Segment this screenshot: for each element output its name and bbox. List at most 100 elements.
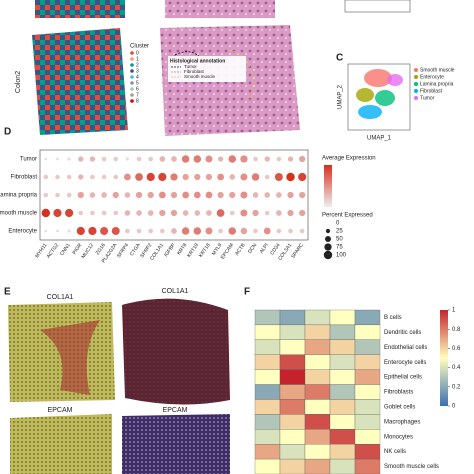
legend-box: [168, 56, 246, 82]
dot: [136, 156, 142, 162]
dot: [193, 155, 202, 163]
dot: [158, 191, 166, 199]
heatmap-cell: [354, 324, 381, 340]
dot: [76, 226, 85, 236]
dot: [90, 174, 95, 180]
dot: [274, 173, 283, 181]
dot: [205, 155, 213, 163]
dot: [170, 173, 178, 181]
heatmap-cell: [354, 309, 381, 326]
dot: [171, 156, 177, 162]
image-title: EPCAM: [48, 407, 73, 414]
heatmap-cell: [279, 354, 306, 370]
dot: [253, 156, 258, 162]
heatmap-cell: [279, 324, 306, 340]
size-legend-label: 25: [336, 229, 343, 235]
umap-frame: [344, 0, 411, 13]
heatmap-cell: [329, 369, 356, 385]
size-legend-label: 100: [336, 253, 347, 259]
dot: [264, 192, 271, 198]
legend-swatch: [130, 75, 134, 79]
heatmap-cell: [304, 384, 331, 400]
row-label: Fibroblast: [11, 175, 38, 181]
heatmap-cell: [254, 309, 281, 326]
heatmap-cell: [354, 444, 381, 460]
dot: [276, 192, 282, 198]
heatmap-cell: [304, 458, 331, 474]
dot: [286, 172, 295, 182]
dot: [136, 228, 142, 234]
dot: [252, 192, 259, 198]
colorbar: [440, 310, 448, 406]
gene-label: ALPI: [259, 242, 270, 254]
dot: [229, 191, 236, 199]
row-label: Macrophages: [384, 419, 420, 425]
row-label: Monocytes: [384, 434, 413, 440]
dot: [299, 228, 305, 234]
dot: [158, 172, 167, 182]
legend-swatch: [414, 96, 418, 100]
spatial-image: [122, 414, 230, 474]
heatmap-cell: [329, 339, 356, 355]
gene-label: SFRP4: [116, 242, 130, 259]
dot: [182, 173, 189, 181]
size-legend-label: 0: [336, 221, 340, 227]
heatmap-cell: [279, 384, 306, 400]
gene-label: SPARC: [290, 242, 305, 260]
spatial-cluster-image: [32, 28, 128, 135]
heatmap-cell: [304, 354, 331, 370]
dot: [216, 209, 225, 217]
heatmap-cell: [329, 399, 356, 415]
heatmap-cell: [279, 399, 306, 415]
legend-label: Lamina propria: [420, 81, 454, 87]
heatmap-cell: [354, 354, 381, 370]
heatmap-cell: [304, 369, 331, 385]
size-legend-label: 75: [336, 245, 343, 251]
legend-title: Average Expression: [322, 156, 376, 162]
legend-swatch: [130, 99, 134, 103]
dot: [41, 208, 51, 218]
umap-cluster: [364, 69, 392, 87]
dot: [43, 174, 49, 180]
dot: [135, 191, 143, 199]
image-title: EPCAM: [163, 407, 188, 414]
heatmap-cell: [254, 399, 281, 415]
size-legend-dot: [325, 236, 331, 242]
dot: [125, 228, 130, 234]
heatmap-cell: [279, 458, 306, 474]
dot: [124, 210, 131, 216]
dot: [240, 191, 248, 199]
size-legend-dot: [323, 250, 333, 260]
legend-swatch: [414, 82, 418, 86]
legend-label: 1: [136, 56, 139, 62]
legend-swatch: [130, 69, 134, 73]
dot: [160, 228, 165, 234]
dot: [218, 228, 223, 234]
heatmap-cell: [329, 324, 356, 340]
dot: [264, 210, 270, 216]
x-axis-label: UMAP_1: [367, 136, 392, 142]
dot: [111, 227, 120, 235]
legend-swatch: [130, 87, 134, 91]
colorbar: [324, 165, 332, 207]
legend-title: Histological annotation: [170, 58, 225, 64]
heatmap-cell: [304, 309, 331, 326]
heatmap-cell: [254, 354, 281, 370]
row-label: Enterocyte: [8, 229, 37, 235]
legend-label: 7: [136, 92, 139, 98]
legend-label: Fibroblast: [184, 69, 205, 74]
dot: [193, 191, 201, 199]
panel-label: E: [4, 287, 11, 298]
row-label: NK cells: [384, 449, 406, 455]
umap-cluster: [375, 90, 395, 106]
dot: [90, 210, 95, 216]
row-label: B cells: [384, 315, 402, 321]
dot: [77, 191, 84, 199]
colorbar-label: 1: [452, 308, 456, 314]
gene-label: DCN: [247, 242, 258, 255]
umap-cluster: [358, 105, 382, 119]
dot: [264, 174, 270, 180]
dot: [206, 210, 212, 216]
legend-label: Smooth muscle: [184, 74, 216, 79]
heatmap-cell: [254, 369, 281, 385]
